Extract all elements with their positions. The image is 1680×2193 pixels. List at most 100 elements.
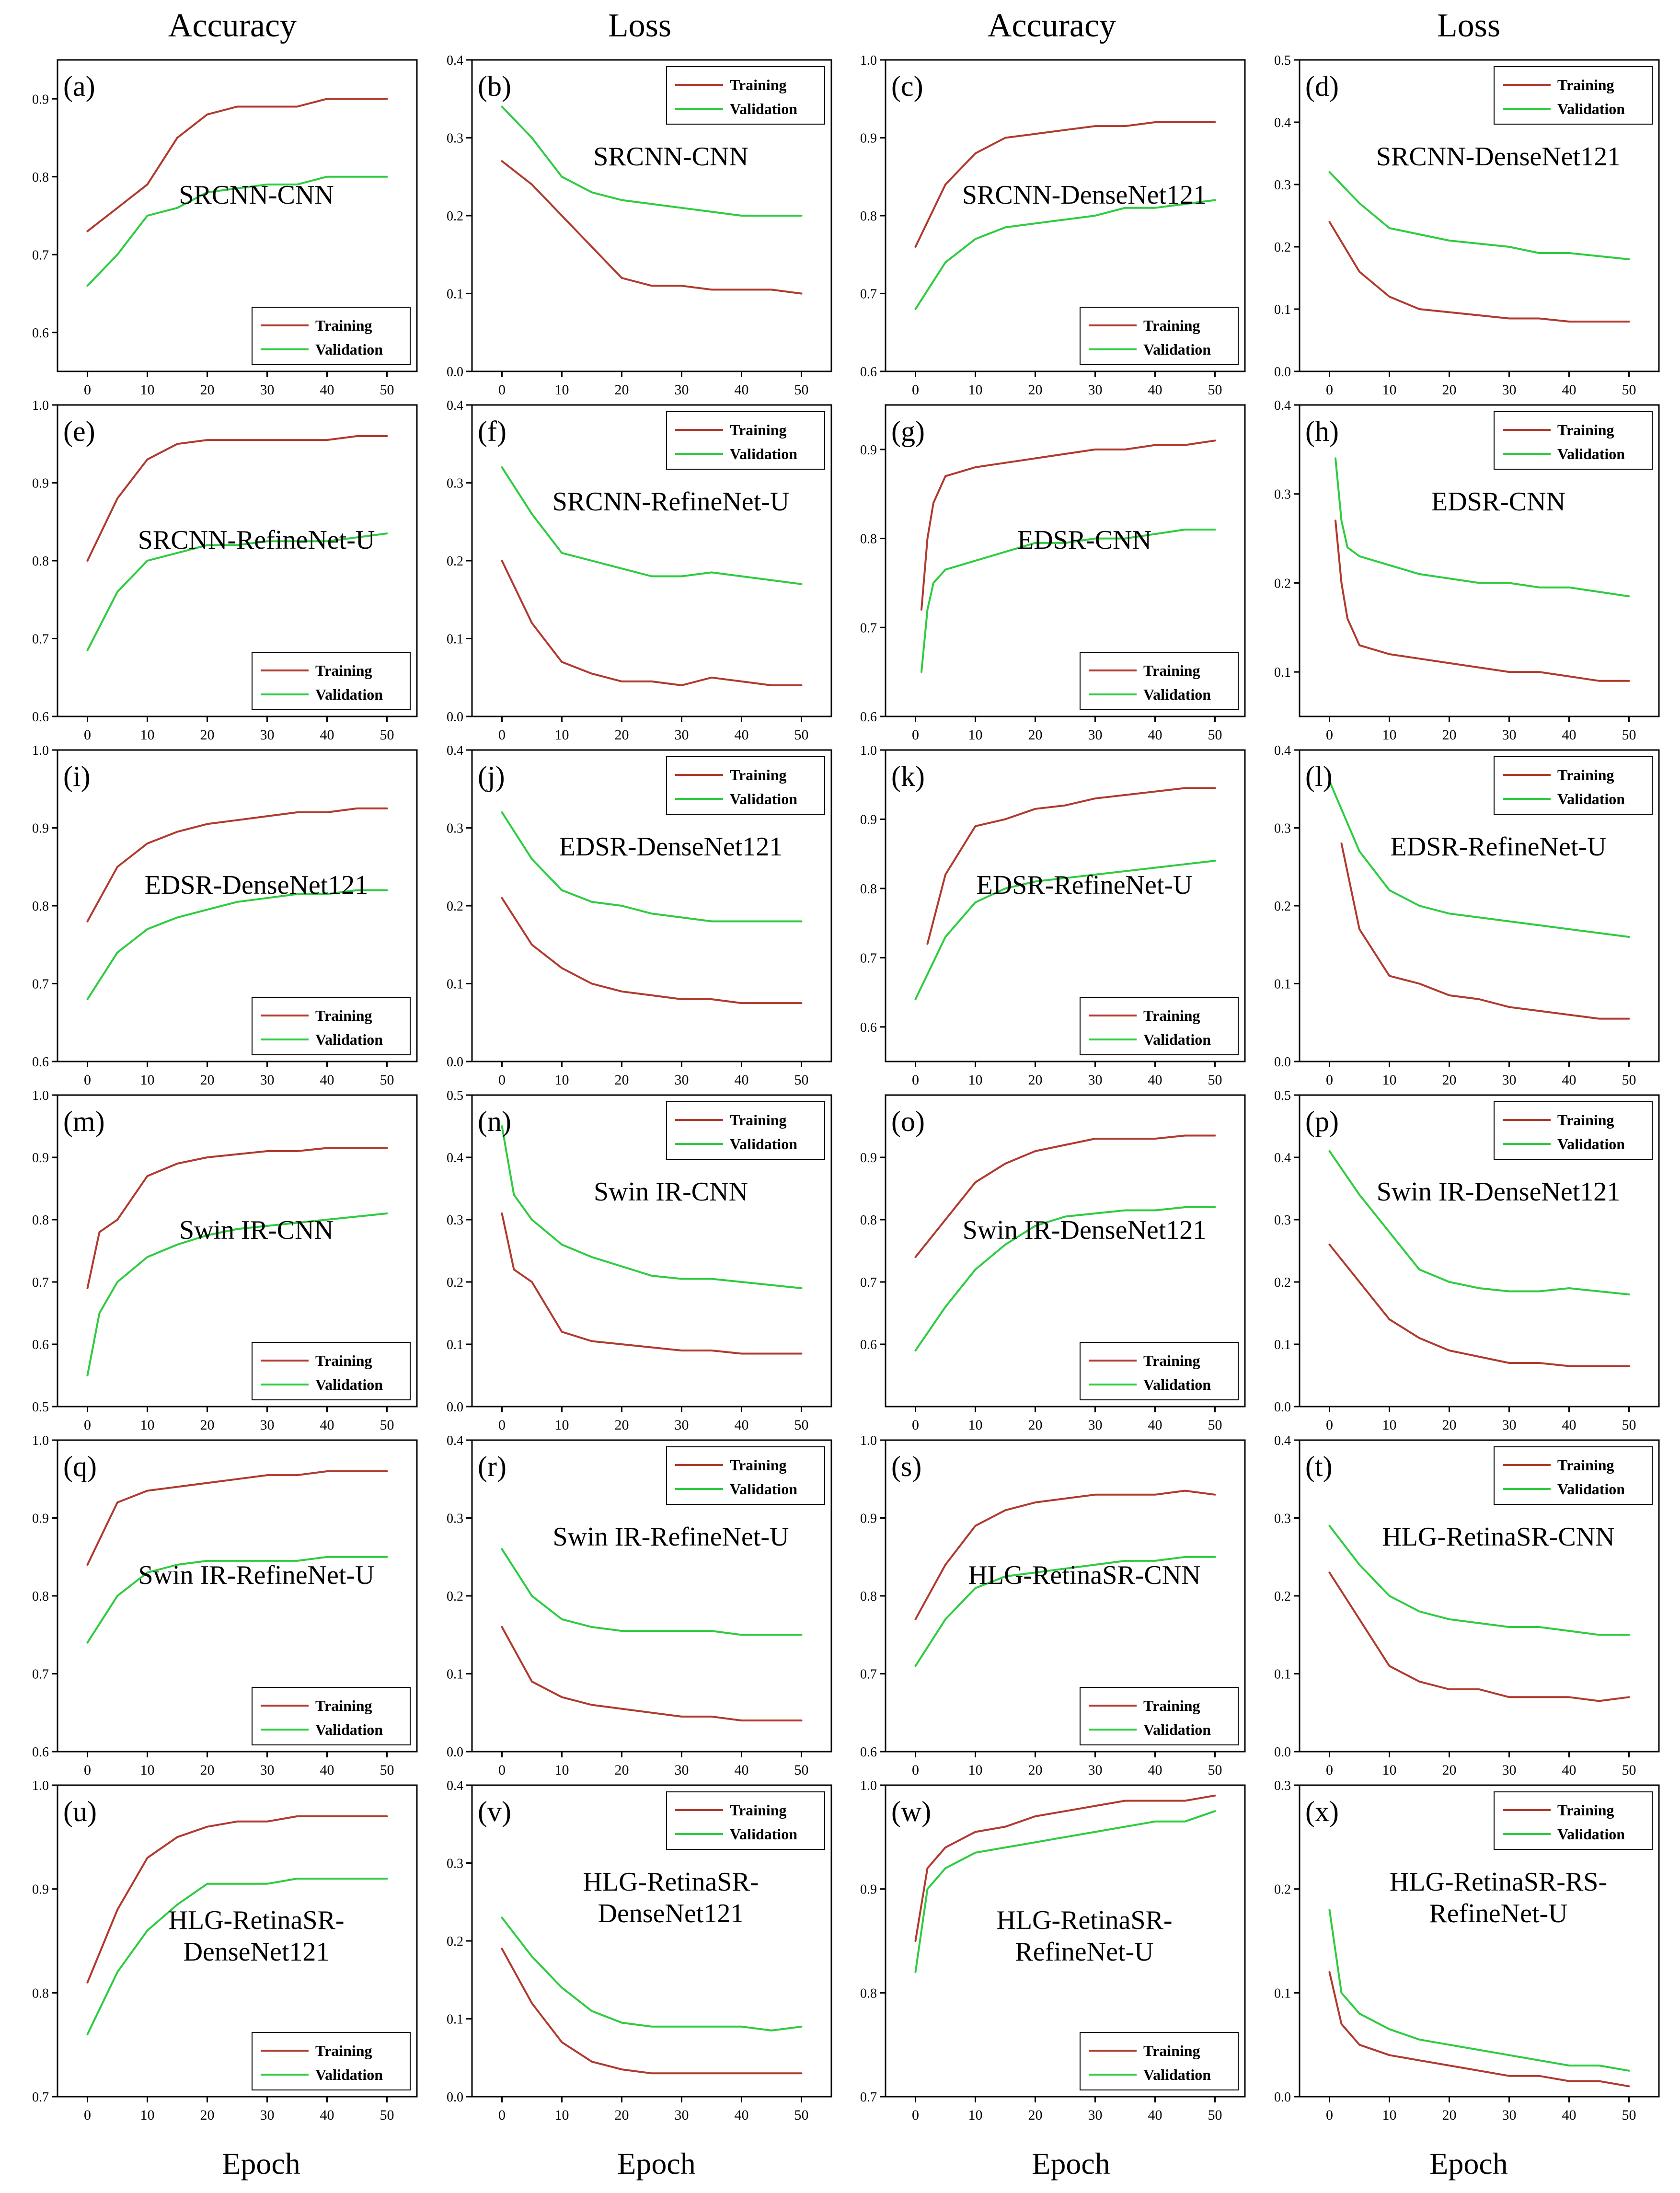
legend-label: Validation xyxy=(1143,686,1211,703)
chart-title: Swin IR-DenseNet121 xyxy=(1377,1177,1621,1207)
y-tick-label: 0.9 xyxy=(32,92,49,107)
y-tick-label: 0.3 xyxy=(447,1857,463,1871)
series-line-training xyxy=(86,1147,388,1289)
y-tick-label: 0.7 xyxy=(860,2090,877,2105)
series-line-validation xyxy=(921,529,1216,673)
chart-title: HLG-RetinaSR- xyxy=(996,1905,1172,1935)
y-tick-label: 0.1 xyxy=(447,977,463,992)
y-tick-label: 0.0 xyxy=(447,710,463,725)
legend-box xyxy=(666,1101,825,1160)
x-tick-label: 20 xyxy=(1028,727,1043,743)
y-tick-label: 0.3 xyxy=(1274,1778,1291,1793)
x-tick-label: 50 xyxy=(794,1417,809,1433)
y-tick-label: 0.7 xyxy=(860,287,877,302)
y-tick-label: 0.2 xyxy=(447,209,463,224)
legend-label: Validation xyxy=(1557,790,1625,808)
legend-box xyxy=(1080,1687,1239,1745)
series-line-validation xyxy=(914,1810,1216,1973)
chart-title: RefineNet-U xyxy=(1429,1899,1567,1928)
x-axis-label-col1: Epoch xyxy=(222,2147,300,2181)
y-tick-label: 0.2 xyxy=(447,554,463,569)
legend: Training Validation xyxy=(1494,1101,1653,1160)
legend-label: Validation xyxy=(730,1135,797,1153)
legend: Training Validation xyxy=(1080,997,1239,1055)
x-axis-label-col3: Epoch xyxy=(1032,2147,1110,2181)
chart-title: SRCNN-RefineNet-U xyxy=(552,487,790,517)
legend-label: Training xyxy=(1143,1697,1200,1714)
chart-title: SRCNN-CNN xyxy=(593,142,748,172)
panel-e: 0 10 20 30 40 50 0.6 0.7 0.8 0.9 1.0 (e) Training Val… xyxy=(32,398,418,743)
legend-box xyxy=(1494,411,1653,470)
panel-letter: (o) xyxy=(891,1106,925,1137)
legend-box xyxy=(666,1446,825,1505)
y-tick-label: 0.8 xyxy=(32,1986,49,2001)
y-tick-label: 0.2 xyxy=(1274,1275,1291,1290)
panel-k: 0 10 20 30 40 50 0.6 0.7 0.8 0.9 1.0 (k) Training Val… xyxy=(860,743,1246,1088)
x-tick-label: 40 xyxy=(1148,382,1162,398)
x-tick-label: 30 xyxy=(1088,2107,1103,2123)
y-tick-label: 0.1 xyxy=(1274,302,1291,317)
legend-box xyxy=(252,307,411,365)
y-tick-label: 0.6 xyxy=(32,1338,49,1352)
y-tick-label: 0.8 xyxy=(32,170,49,185)
x-tick-label: 30 xyxy=(260,1762,275,1778)
panel-p: 0 10 20 30 40 50 0.0 0.1 0.2 0.3 0.4 0.5 (p) Training… xyxy=(1274,1088,1660,1433)
y-tick-label: 0.7 xyxy=(860,1667,877,1682)
y-tick-label: 0.0 xyxy=(447,1745,463,1760)
y-tick-label: 0.1 xyxy=(1274,1986,1291,2001)
y-tick-label: 0.2 xyxy=(447,1275,463,1290)
y-tick-label: 1.0 xyxy=(32,743,49,758)
chart-title: SRCNN-DenseNet121 xyxy=(1376,142,1621,172)
series-line-training xyxy=(86,1815,388,1984)
y-tick-label: 0.8 xyxy=(32,554,49,569)
series-line-validation xyxy=(501,811,803,923)
legend-box xyxy=(1080,1342,1239,1400)
legend: Training Validation xyxy=(1494,411,1653,470)
panel-letter: (i) xyxy=(63,761,91,792)
y-tick-label: 0.9 xyxy=(860,812,877,827)
legend: Training Validation xyxy=(666,1446,825,1505)
chart-title: EDSR-RefineNet-U xyxy=(976,870,1192,900)
panel-b: 0 10 20 30 40 50 0.0 0.1 0.2 0.3 0.4 (b) Training Val… xyxy=(447,53,832,398)
x-tick-label: 20 xyxy=(1028,382,1043,398)
x-tick-label: 0 xyxy=(912,1072,919,1088)
y-tick-label: 1.0 xyxy=(860,53,877,68)
panel-n: 0 10 20 30 40 50 0.0 0.1 0.2 0.3 0.4 0.5 (n) Training… xyxy=(447,1088,832,1433)
y-tick-label: 0.2 xyxy=(447,1589,463,1604)
x-tick-label: 10 xyxy=(555,382,569,398)
x-tick-label: 30 xyxy=(260,727,275,743)
x-tick-label: 0 xyxy=(498,727,506,743)
legend: Training Validation xyxy=(1494,66,1653,125)
x-tick-label: 10 xyxy=(968,1417,983,1433)
chart-title: EDSR-RefineNet-U xyxy=(1390,832,1606,862)
x-tick-label: 0 xyxy=(912,382,919,398)
x-tick-label: 20 xyxy=(1442,382,1457,398)
chart-title: HLG-RetinaSR- xyxy=(168,1905,344,1935)
y-tick-label: 0.1 xyxy=(1274,977,1291,992)
y-tick-label: 0.3 xyxy=(447,821,463,836)
x-tick-label: 0 xyxy=(912,2107,919,2123)
legend-label: Validation xyxy=(1557,100,1625,117)
x-tick-label: 30 xyxy=(675,382,689,398)
y-tick-label: 0.9 xyxy=(860,443,877,458)
x-tick-label: 10 xyxy=(555,1417,569,1433)
y-tick-label: 0.9 xyxy=(32,476,49,491)
chart-title: Swin IR-RefineNet-U xyxy=(552,1522,789,1552)
legend-label: Validation xyxy=(730,445,797,462)
y-tick-label: 0.8 xyxy=(860,882,877,897)
legend-box xyxy=(666,756,825,815)
series-line-training xyxy=(501,897,803,1004)
x-tick-label: 50 xyxy=(380,2107,394,2123)
panel-letter: (k) xyxy=(891,761,925,792)
x-tick-label: 30 xyxy=(1088,727,1103,743)
panel-letter: (w) xyxy=(891,1796,931,1827)
series-line-validation xyxy=(1328,1524,1630,1636)
legend-label: Training xyxy=(315,1697,372,1714)
y-tick-label: 0.0 xyxy=(1274,1055,1291,1070)
legend-box xyxy=(252,652,411,710)
x-tick-label: 10 xyxy=(140,1417,155,1433)
x-tick-label: 20 xyxy=(1028,1762,1043,1778)
y-tick-label: 0.3 xyxy=(1274,1512,1291,1526)
series-line-training xyxy=(86,435,388,562)
legend-box xyxy=(1080,2032,1239,2090)
